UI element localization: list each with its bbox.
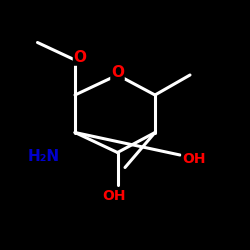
Text: O: O (111, 65, 124, 80)
Text: OH: OH (182, 152, 206, 166)
Text: OH: OH (102, 189, 126, 203)
Text: O: O (74, 50, 86, 65)
Text: H₂N: H₂N (28, 149, 60, 164)
